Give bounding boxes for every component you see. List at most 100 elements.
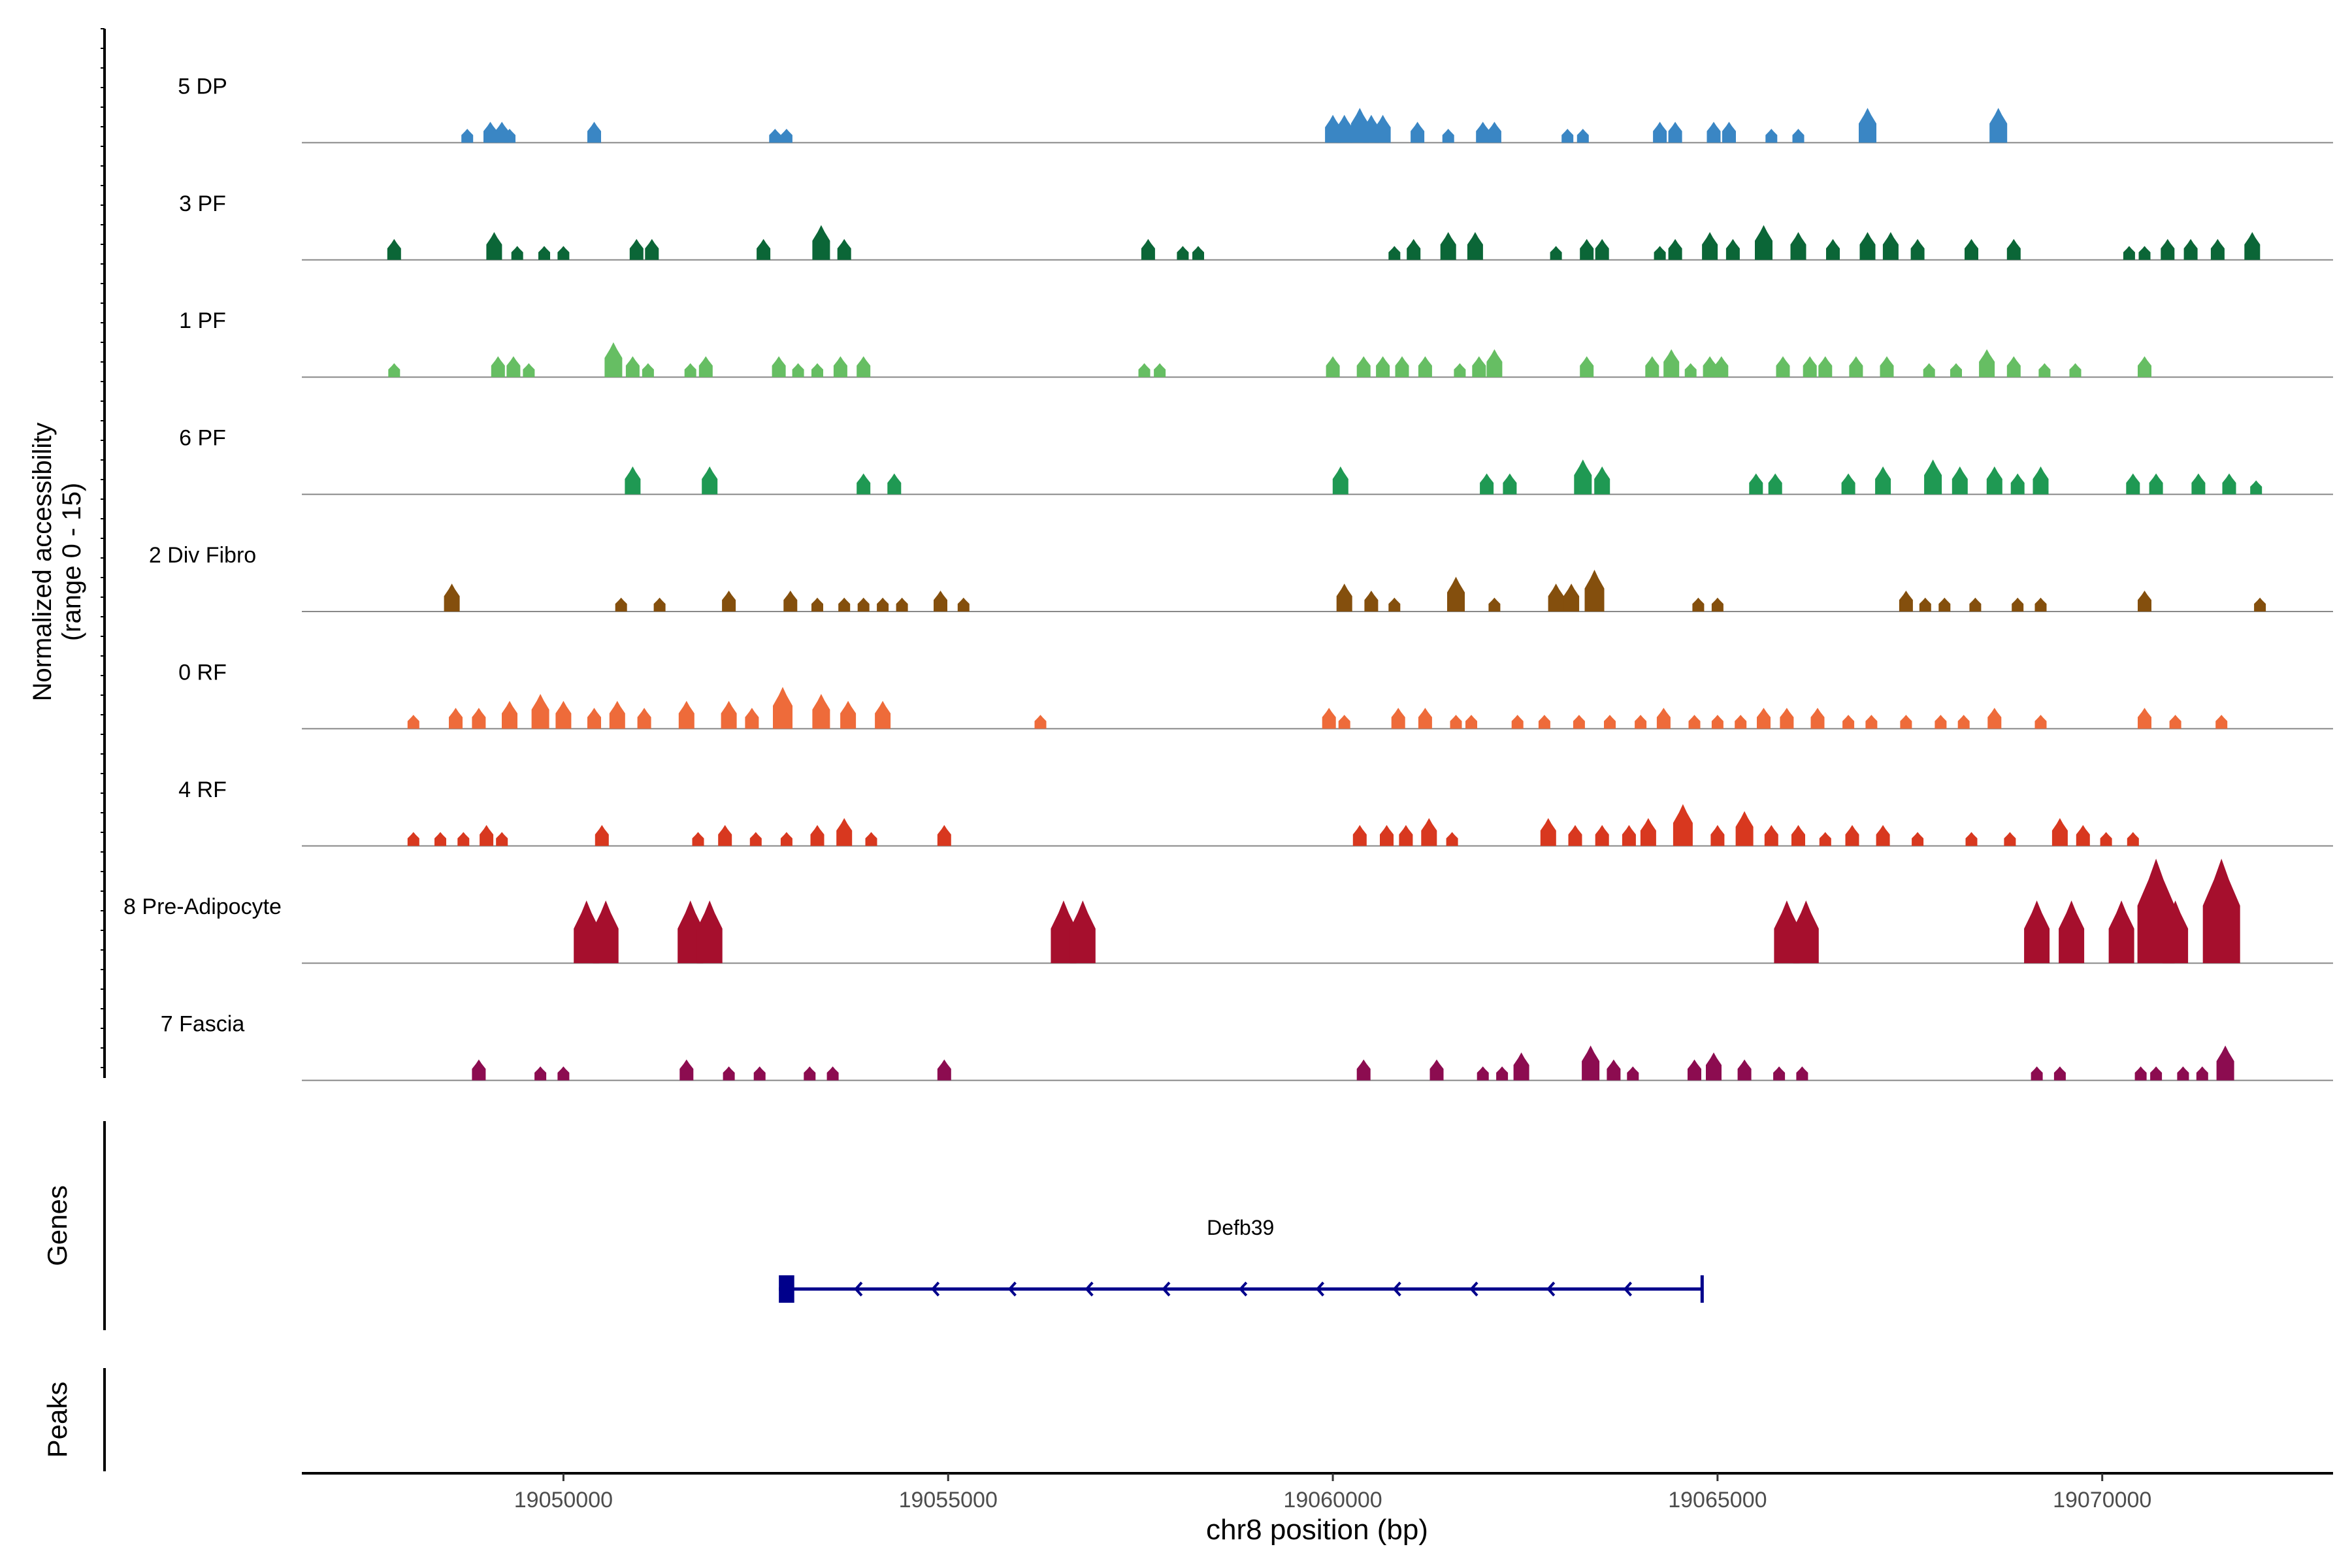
coverage-peak [1826,238,1840,260]
coverage-peak [1755,225,1772,260]
coverage-peak [2138,591,2151,612]
coverage-peak [780,832,792,846]
coverage-peak [1818,356,1833,378]
coverage-peak [875,700,891,729]
coverage-peak [1965,238,1978,260]
coverage-peak [857,356,871,378]
coverage-peak [1656,708,1671,729]
coverage-peak [1790,232,1806,260]
track-label: 4 RF [178,777,227,802]
track-label: 1 PF [179,308,226,333]
coverage-peak [2034,597,2047,612]
coverage-peak [2006,356,2021,378]
coverage-peak [629,238,644,260]
x-tick-label: 19060000 [1283,1488,1382,1512]
coverage-peak [2138,356,2151,378]
coverage-peak [1322,708,1336,729]
coverage-peak [1336,114,1352,143]
peaks-panel-label: Peaks [42,1382,73,1458]
track-label: 6 PF [179,426,226,451]
coverage-peak [625,466,641,495]
coverage-peak [1486,349,1503,378]
coverage-peak [723,1066,735,1081]
coverage-peak [1810,708,1825,729]
coverage-peak [1969,597,1982,612]
coverage-peak [1668,122,1682,143]
coverage-peak [840,700,857,729]
coverage-peak [1540,818,1556,846]
coverage-peak [1737,1059,1752,1081]
coverage-peak [1780,708,1794,729]
coverage-peak [1154,363,1166,378]
coverage-peak [557,1066,570,1081]
coverage-peak [1865,715,1878,729]
coverage-peak [2202,858,2240,964]
coverage-peak [483,122,497,143]
coverage-peak [1924,459,1942,495]
coverage-peak [1364,591,1379,612]
coverage-peak [555,700,572,729]
coverage-peak [1735,811,1754,846]
y-axis-title-line1: Normalized accessibility [28,423,57,702]
coverage-peak [2038,363,2051,378]
coverage-peak [604,342,623,378]
coverage-peak [387,238,401,260]
coverage-peak [1584,570,1605,612]
coverage-peak [1138,363,1151,378]
coverage-peak [2123,246,2135,260]
coverage-peak [1711,715,1723,729]
coverage-peak [2191,473,2206,495]
coverage-peak [1503,473,1517,495]
coverage-peak [772,356,786,378]
coverage-peak [1935,715,1947,729]
coverage-peak [1842,715,1855,729]
coverage-peak [2149,473,2163,495]
coverage-peak [444,583,460,612]
coverage-peak [1594,466,1610,495]
coverage-peak [653,597,666,612]
coverage-peak [2196,1066,2208,1081]
coverage-peak [1979,349,1995,378]
coverage-peak [1735,715,1747,729]
coverage-peak [811,597,823,612]
track-8-pre-adipocyte: 8 Pre-Adipocyte [123,858,2333,964]
coverage-peak [2006,238,2021,260]
coverage-peak [1421,818,1437,846]
coverage-peak [1446,832,1458,846]
coverage-peak [1792,129,1805,143]
coverage-peak [1070,900,1096,964]
coverage-peak [1487,122,1501,143]
y-axis-minor-ticks [101,28,105,1068]
coverage-peak [1332,466,1348,495]
coverage-peak [2169,715,2181,729]
coverage-peak [934,591,947,612]
gene-exon [779,1275,794,1303]
coverage-peak [642,363,654,378]
coverage-peak [2183,238,2198,260]
coverage-peak [773,687,792,729]
coverage-peak [1440,232,1456,260]
coverage-peak [534,1066,547,1081]
coverage-peak [1595,238,1609,260]
x-tick-label: 19070000 [2053,1488,2151,1512]
coverage-peak [937,825,951,846]
coverage-peak [722,591,736,612]
coverage-peak [836,818,853,846]
coverage-peak [2051,818,2068,846]
coverage-peak [1706,1052,1722,1081]
coverage-peak [1645,356,1659,378]
coverage-peak [1496,1066,1509,1081]
coverage-peak [2127,832,2139,846]
coverage-peak [1388,597,1401,612]
coverage-peak [538,246,550,260]
coverage-peak [812,225,830,260]
track-label: 7 Fascia [161,1012,245,1037]
track-5-dp: 5 DP [178,74,2333,144]
coverage-peak [678,900,704,964]
coverage-peak [2215,715,2228,729]
coverage-peak [1604,715,1616,729]
coverage-peak [1688,715,1701,729]
coverage-peak [1395,356,1409,378]
coverage-peak [587,708,601,729]
coverage-peak [1356,356,1371,378]
